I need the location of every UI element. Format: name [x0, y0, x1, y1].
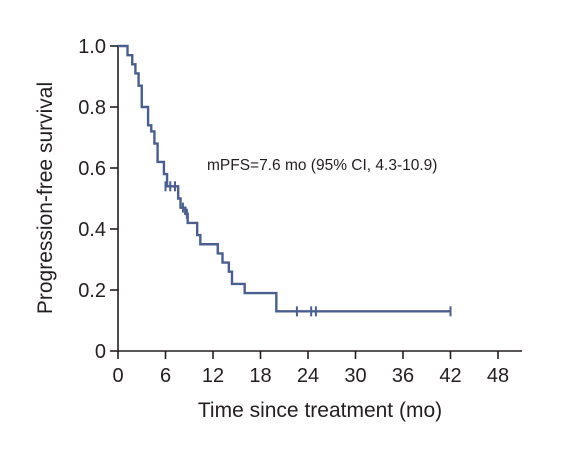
- survival-curve: [118, 44, 451, 313]
- y-tick-label: 0.2: [78, 280, 106, 302]
- x-axis-title: Time since treatment (mo): [198, 399, 442, 422]
- x-ticks: 0 6 12 18 24 30 36 42 48: [112, 351, 509, 387]
- y-ticks: 0 0.2 0.4 0.6 0.8 1.0: [78, 36, 118, 363]
- x-tick-label: 12: [202, 365, 224, 387]
- y-tick-label: 0.6: [78, 158, 106, 180]
- y-tick-label: 0.8: [78, 97, 106, 119]
- series-layer: [118, 44, 451, 313]
- x-tick-label: 48: [487, 365, 509, 387]
- x-axis: 0 6 12 18 24 30 36 42 48: [112, 350, 522, 387]
- y-axis-title: Progression-free survival: [34, 82, 57, 314]
- x-tick-label: 0: [112, 365, 123, 387]
- y-tick-label: 0: [95, 341, 106, 363]
- x-tick-label: 42: [439, 365, 461, 387]
- censor-marks: [164, 181, 452, 317]
- y-axis: 0 0.2 0.4 0.6 0.8 1.0: [78, 36, 119, 363]
- y-tick-label: 1.0: [78, 36, 106, 58]
- x-tick-label: 6: [160, 365, 171, 387]
- x-tick-label: 18: [249, 365, 271, 387]
- x-tick-label: 24: [297, 365, 319, 387]
- x-tick-label: 30: [344, 365, 366, 387]
- x-tick-label: 36: [392, 365, 414, 387]
- mpfs-annotation: mPFS=7.6 mo (95% CI, 4.3-10.9): [207, 157, 437, 174]
- y-tick-label: 0.4: [78, 219, 106, 241]
